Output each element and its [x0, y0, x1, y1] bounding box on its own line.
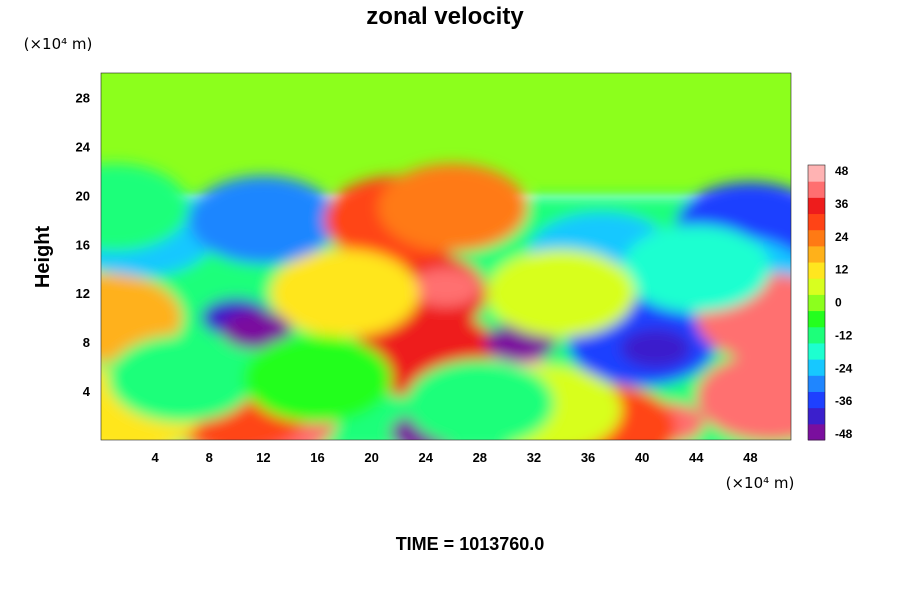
field-feature-8 — [378, 163, 528, 252]
field-feature-32 — [243, 334, 392, 423]
colorbar-tick-label: 36 — [835, 197, 849, 211]
x-tick-label: 48 — [743, 450, 757, 465]
colorbar-frame — [807, 164, 826, 441]
colorbar-band — [808, 326, 825, 344]
y-tick-label: 20 — [76, 188, 90, 203]
colorbar-tick-label: -24 — [835, 361, 853, 375]
colorbar-tick-label: 24 — [835, 230, 849, 244]
chart-title: zonal velocity — [366, 3, 524, 30]
x-tick-label: 44 — [689, 450, 704, 465]
colorbar-band — [808, 213, 825, 231]
y-axis-label: Height — [32, 226, 54, 289]
colorbar-ticks: 48 36 24 12 0 -12 -24 -36 -48 — [835, 164, 853, 441]
field-feature-28 — [486, 249, 636, 338]
field-feature-31 — [405, 359, 555, 440]
colorbar-band — [808, 197, 825, 215]
y-tick-label: 28 — [76, 90, 90, 105]
field-feature-27 — [270, 249, 419, 338]
colorbar-band — [808, 262, 825, 279]
colorbar-band — [808, 375, 825, 392]
colorbar-bands — [808, 165, 825, 441]
y-tick-label: 8 — [83, 335, 90, 350]
x-tick-label: 36 — [581, 450, 595, 465]
y-tick-label: 4 — [83, 384, 91, 399]
colorbar-band — [808, 391, 825, 409]
x-tick-label: 32 — [527, 450, 541, 465]
field-feature-9 — [410, 267, 482, 307]
colorbar-band — [808, 294, 825, 312]
y-axis-unit: (×10⁴ m) — [24, 35, 93, 53]
colorbar: 48 36 24 12 0 -12 -24 -36 -48 — [807, 164, 853, 441]
time-label: TIME = 1013760.0 — [396, 534, 545, 554]
x-axis-unit: (×10⁴ m) — [726, 474, 795, 492]
x-tick-label: 4 — [152, 450, 160, 465]
field-feature-18 — [696, 353, 791, 440]
field-feature-2 — [188, 175, 338, 264]
colorbar-band — [808, 310, 825, 328]
colorbar-band — [808, 407, 825, 425]
colorbar-tick-label: 0 — [835, 296, 842, 310]
x-tick-label: 28 — [473, 450, 487, 465]
plot-frame — [100, 72, 792, 441]
x-tick-label: 16 — [310, 450, 324, 465]
colorbar-tick-label: 12 — [835, 263, 849, 277]
colorbar-tick-label: 48 — [835, 164, 849, 178]
colorbar-band — [808, 359, 825, 376]
x-tick-label: 40 — [635, 450, 649, 465]
colorbar-band — [808, 181, 825, 198]
x-tick-label: 20 — [364, 450, 378, 465]
field-feature-30 — [107, 334, 257, 423]
colorbar-band — [808, 229, 825, 247]
x-tick-label: 12 — [256, 450, 270, 465]
colorbar-band — [808, 342, 825, 360]
colorbar-tick-label: -48 — [835, 427, 853, 441]
colorbar-band — [808, 245, 825, 263]
colorbar-band — [808, 165, 825, 182]
colorbar-tick-label: -36 — [835, 394, 853, 408]
colorbar-tick-label: -12 — [835, 328, 853, 342]
field-lower-layer — [101, 163, 791, 440]
y-axis-ticks: 4 8 12 16 20 24 28 — [76, 90, 91, 399]
y-tick-label: 24 — [76, 139, 91, 154]
plot-area — [101, 73, 791, 440]
field-feature-4 — [221, 310, 292, 350]
field-feature-33 — [101, 163, 189, 252]
y-tick-label: 12 — [76, 286, 90, 301]
field-feature-13 — [620, 328, 691, 368]
x-tick-label: 24 — [418, 450, 433, 465]
field-feature-19 — [621, 224, 771, 313]
x-axis-ticks: 4 8 12 16 20 24 28 32 36 40 44 48 — [152, 450, 758, 465]
colorbar-band — [808, 423, 825, 441]
x-tick-label: 8 — [206, 450, 213, 465]
colorbar-band — [808, 278, 825, 295]
y-tick-label: 16 — [76, 237, 90, 252]
